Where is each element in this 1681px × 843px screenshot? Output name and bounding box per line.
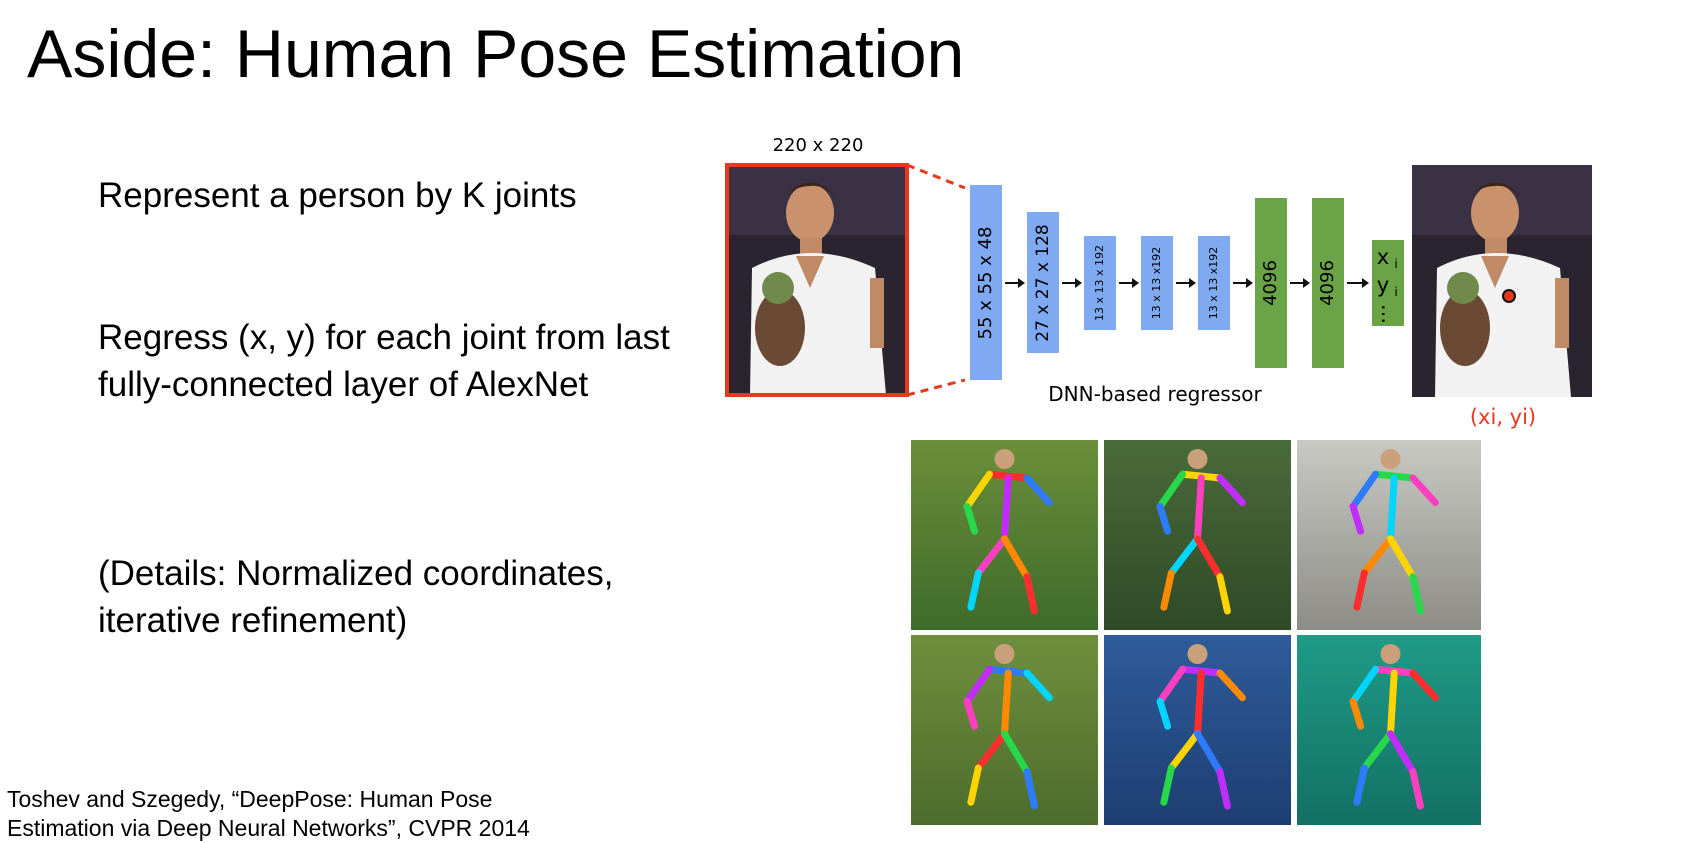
- conv-layer-2-box: [1027, 212, 1059, 353]
- skeleton-limb: [1387, 474, 1398, 543]
- receptive-field-line-top: [906, 163, 966, 190]
- figure-head: [1380, 449, 1401, 469]
- skeleton-limb: [974, 535, 1008, 577]
- skeleton-limb: [963, 503, 979, 535]
- skeleton-limb: [1194, 669, 1205, 738]
- receptive-field-line-bottom: [906, 378, 966, 397]
- conv-layer-2-label: 27 x 27 x 128: [1033, 224, 1053, 341]
- skeleton-limb: [1167, 730, 1201, 772]
- skeleton-limb: [1409, 768, 1424, 810]
- conv-layer-1-label: 55 x 55 x 48: [975, 227, 996, 340]
- figure-head: [1187, 449, 1208, 469]
- skeleton-limb: [1349, 470, 1380, 510]
- figure-head: [1187, 644, 1208, 664]
- conv-layer-4-box: [1141, 236, 1173, 330]
- output-x-subscript: i: [1394, 257, 1397, 271]
- conv-layer-1-box: [970, 185, 1002, 380]
- skeleton-limb: [1167, 535, 1201, 577]
- skeleton-limb: [1409, 474, 1439, 507]
- pose-example-soccer-player-1: [911, 440, 1098, 630]
- output-ellipsis: …: [1377, 304, 1401, 324]
- skeleton-limb: [1160, 764, 1175, 806]
- skeleton-limb: [963, 470, 994, 510]
- input-size-label: 220 x 220: [773, 135, 864, 156]
- figure-head: [994, 644, 1015, 664]
- skeleton-limb: [1156, 665, 1187, 705]
- skeleton-limb: [1156, 698, 1172, 730]
- conv-layer-3-label: 13 x 13 x 192: [1093, 245, 1106, 321]
- skeleton-limb: [963, 698, 979, 730]
- pose-example-seated-person: [1297, 635, 1481, 825]
- pose-example-climber-wall: [1297, 440, 1481, 630]
- skeleton-limb: [1001, 535, 1031, 581]
- skeleton-limb: [1409, 669, 1439, 702]
- figure-head: [994, 449, 1015, 469]
- skeleton-limb: [1353, 569, 1368, 611]
- conv-layer-5-label: 13 x 13 x192: [1207, 247, 1220, 320]
- conv-layer-5-box: [1198, 236, 1230, 330]
- skeleton-limb: [1194, 535, 1224, 581]
- fc-layer-2-box: [1312, 198, 1344, 368]
- pose-example-soccer-player-2: [911, 635, 1098, 825]
- fc-layer-1-box: [1255, 198, 1287, 368]
- skeleton-limb: [1349, 503, 1365, 535]
- skeleton-limb: [1349, 698, 1365, 730]
- bullet-details: (Details: Normalized coordinates, iterat…: [98, 554, 614, 640]
- skeleton-limb: [1349, 665, 1380, 705]
- skeleton-limb: [967, 569, 982, 611]
- skeleton-limb: [1216, 573, 1231, 615]
- skeleton-limb: [1001, 474, 1012, 543]
- skeleton-limb: [1160, 569, 1175, 611]
- citation: Toshev and Szegedy, “DeepPose: Human Pos…: [7, 786, 530, 841]
- skeleton-limb: [1216, 768, 1231, 810]
- output-layer-box: [1372, 240, 1404, 326]
- skeleton-limb: [1387, 730, 1417, 776]
- regressor-label: DNN-based regressor: [1048, 382, 1262, 406]
- output-y-subscript: i: [1394, 285, 1397, 299]
- skeleton-limb: [1023, 573, 1038, 615]
- skeleton-limb: [1001, 669, 1012, 738]
- output-x-label: x: [1377, 245, 1389, 269]
- skeleton-limb: [1216, 669, 1246, 702]
- output-point-label: (xi, yi): [1470, 405, 1536, 429]
- bullet-regress-xy: Regress (x, y) for each joint from last …: [98, 318, 670, 404]
- input-image: [727, 165, 907, 395]
- conv-layer-3-box: [1084, 236, 1116, 330]
- slide-title: Aside: Human Pose Estimation: [27, 16, 965, 92]
- skeleton-limb: [1001, 730, 1031, 776]
- predicted-joint-marker: [1502, 289, 1516, 303]
- skeleton-limb: [1387, 669, 1398, 738]
- skeleton-limb: [967, 764, 982, 806]
- skeleton-limb: [1216, 474, 1246, 507]
- skeleton-limb: [974, 730, 1008, 772]
- skeleton-limb: [1360, 535, 1394, 577]
- fc-layer-2-label: 4096: [1317, 260, 1338, 306]
- conv-layer-4-label: 13 x 13 x192: [1150, 247, 1163, 320]
- skeleton-limb: [1409, 573, 1424, 615]
- bullet-represent-joints: Represent a person by K joints: [98, 176, 577, 215]
- skeleton-limb: [1156, 503, 1172, 535]
- skeleton-limb: [1023, 669, 1053, 702]
- skeleton-limb: [1387, 535, 1417, 581]
- layer-arrows: [1005, 278, 1369, 288]
- dnn-regressor-diagram: 220 x 220 55 x 55 x 48 27 x 27 x 128 13 …: [725, 135, 1592, 429]
- input-frame: [725, 163, 909, 397]
- skeleton-limb: [1194, 730, 1224, 776]
- figure-head: [1380, 644, 1401, 664]
- skeleton-limb: [1023, 474, 1053, 507]
- pose-example-tennis-player: [1104, 635, 1291, 825]
- skeleton-limb: [963, 665, 994, 705]
- skeleton-limb: [1023, 768, 1038, 810]
- output-image: [1412, 165, 1592, 397]
- fc-layer-1-label: 4096: [1260, 260, 1281, 306]
- output-y-label: y: [1377, 273, 1389, 297]
- skeleton-limb: [1360, 730, 1394, 772]
- skeleton-limb: [1353, 764, 1368, 806]
- skeleton-limb: [1194, 474, 1205, 543]
- pose-example-badminton-player: [1104, 440, 1291, 630]
- skeleton-limb: [1156, 470, 1187, 510]
- pose-examples-grid: [911, 440, 1481, 825]
